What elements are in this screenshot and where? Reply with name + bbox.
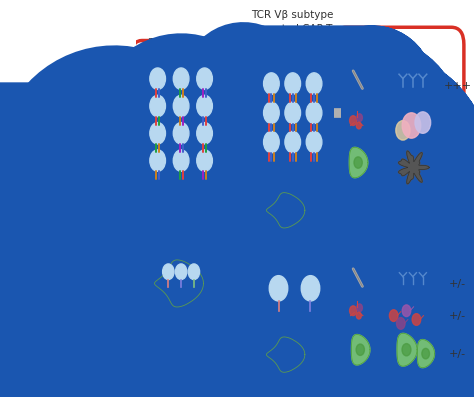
Text: Tumor: Tumor bbox=[371, 337, 405, 347]
Circle shape bbox=[356, 344, 365, 355]
FancyBboxPatch shape bbox=[247, 248, 342, 363]
Text: +/-: +/- bbox=[449, 279, 466, 289]
Polygon shape bbox=[155, 260, 203, 307]
Circle shape bbox=[402, 305, 411, 316]
Circle shape bbox=[301, 276, 320, 301]
Circle shape bbox=[350, 306, 357, 316]
Circle shape bbox=[415, 112, 431, 133]
Circle shape bbox=[150, 95, 165, 117]
Circle shape bbox=[173, 150, 189, 172]
Circle shape bbox=[173, 68, 189, 89]
Text: T cell malignancy: T cell malignancy bbox=[139, 313, 219, 322]
Circle shape bbox=[197, 150, 212, 172]
Circle shape bbox=[173, 95, 189, 117]
Text: Vaccine: Vaccine bbox=[371, 266, 413, 276]
Circle shape bbox=[150, 150, 165, 172]
Circle shape bbox=[285, 131, 301, 153]
Circle shape bbox=[357, 114, 363, 121]
Text: Tumor
elimination: Tumor elimination bbox=[262, 232, 310, 252]
Circle shape bbox=[173, 123, 189, 144]
Circle shape bbox=[150, 68, 165, 89]
Circle shape bbox=[175, 264, 187, 279]
FancyBboxPatch shape bbox=[246, 46, 343, 189]
Circle shape bbox=[397, 318, 405, 329]
Circle shape bbox=[163, 264, 174, 279]
Polygon shape bbox=[266, 337, 305, 372]
Circle shape bbox=[422, 348, 429, 359]
Circle shape bbox=[197, 68, 212, 89]
Text: T cell aplasia: T cell aplasia bbox=[261, 320, 329, 330]
FancyBboxPatch shape bbox=[334, 233, 463, 397]
Circle shape bbox=[354, 157, 362, 168]
Polygon shape bbox=[349, 147, 368, 178]
Circle shape bbox=[264, 131, 279, 153]
Circle shape bbox=[350, 116, 357, 125]
Circle shape bbox=[402, 343, 411, 356]
Circle shape bbox=[150, 123, 165, 144]
Circle shape bbox=[197, 95, 212, 117]
Circle shape bbox=[356, 122, 361, 129]
Polygon shape bbox=[351, 335, 370, 365]
Text: Infection: Infection bbox=[371, 299, 420, 309]
Circle shape bbox=[402, 113, 421, 138]
Text: +++: +++ bbox=[444, 81, 472, 91]
Circle shape bbox=[264, 73, 279, 94]
Circle shape bbox=[306, 73, 322, 94]
Polygon shape bbox=[266, 193, 305, 228]
Text: +/-: +/- bbox=[449, 349, 466, 358]
Text: Vaccine: Vaccine bbox=[371, 67, 413, 77]
Circle shape bbox=[306, 102, 322, 123]
Circle shape bbox=[269, 276, 288, 301]
Circle shape bbox=[306, 131, 322, 153]
Circle shape bbox=[412, 314, 421, 326]
Circle shape bbox=[390, 310, 398, 322]
Text: Tumor: Tumor bbox=[371, 150, 405, 160]
Text: +++: +++ bbox=[444, 121, 472, 131]
Text: Tumor
elimination: Tumor elimination bbox=[262, 373, 310, 393]
Circle shape bbox=[357, 304, 363, 312]
Circle shape bbox=[396, 121, 410, 140]
Polygon shape bbox=[399, 151, 429, 184]
Text: +/-: +/- bbox=[449, 310, 466, 321]
Circle shape bbox=[285, 73, 301, 94]
Polygon shape bbox=[418, 339, 435, 368]
Text: +++: +++ bbox=[444, 162, 472, 172]
Text: Pan T cell  marker
targeted CAR-T
therapy: Pan T cell marker targeted CAR-T therapy bbox=[249, 351, 337, 386]
Polygon shape bbox=[397, 333, 417, 366]
Circle shape bbox=[188, 264, 200, 279]
FancyBboxPatch shape bbox=[132, 40, 236, 195]
Text: TCR Vβ subtype
targeted CAR-T
therapy: TCR Vβ subtype targeted CAR-T therapy bbox=[252, 10, 334, 47]
Text: T cell repertoire: T cell repertoire bbox=[148, 38, 220, 46]
Circle shape bbox=[197, 123, 212, 144]
FancyBboxPatch shape bbox=[333, 27, 464, 213]
Circle shape bbox=[285, 102, 301, 123]
Circle shape bbox=[356, 312, 361, 319]
Circle shape bbox=[264, 102, 279, 123]
Text: Infection: Infection bbox=[371, 108, 420, 118]
